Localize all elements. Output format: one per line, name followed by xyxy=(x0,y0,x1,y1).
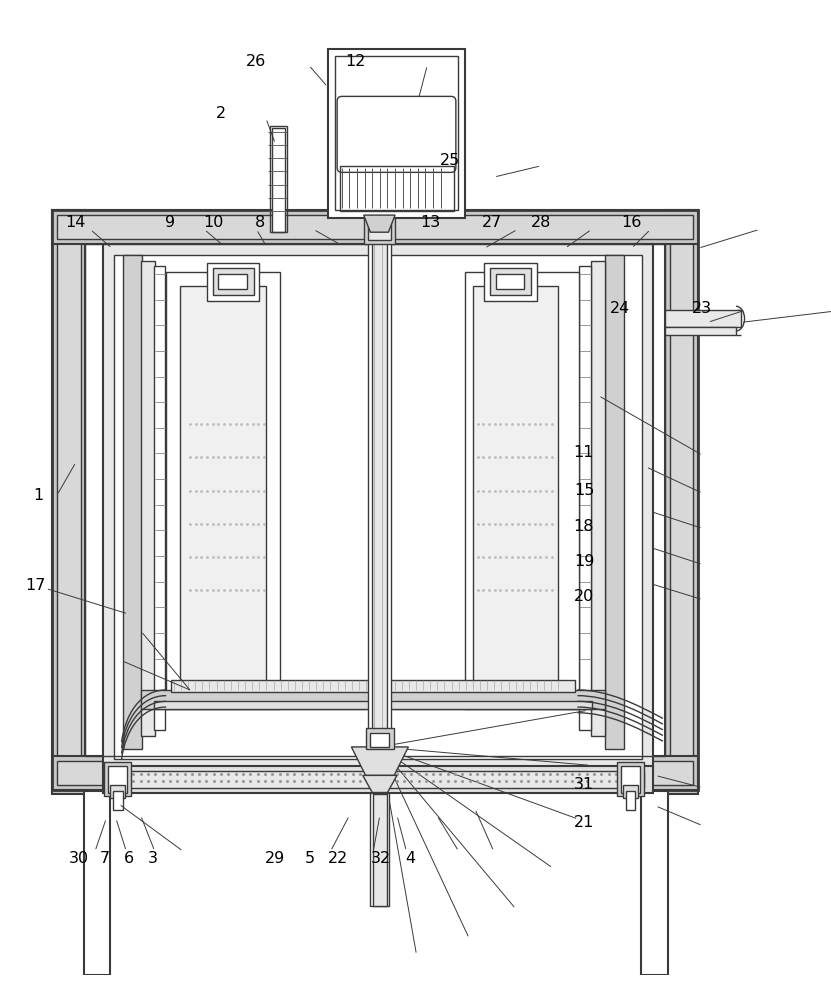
Bar xyxy=(87,793,106,975)
Bar xyxy=(665,210,698,794)
Bar xyxy=(180,286,266,695)
Bar xyxy=(626,791,636,810)
Bar xyxy=(364,215,395,244)
Bar xyxy=(645,793,664,975)
Text: 19: 19 xyxy=(574,554,594,569)
Text: 24: 24 xyxy=(609,301,630,316)
Bar xyxy=(52,756,698,790)
Bar xyxy=(114,255,642,759)
Text: 13: 13 xyxy=(420,215,440,230)
Text: 2: 2 xyxy=(216,106,226,121)
Text: 26: 26 xyxy=(246,54,267,69)
Bar xyxy=(367,219,391,240)
Text: 32: 32 xyxy=(371,851,391,866)
Polygon shape xyxy=(363,775,397,793)
Text: 10: 10 xyxy=(203,215,224,230)
Bar xyxy=(465,272,579,709)
Bar xyxy=(140,261,155,736)
Bar xyxy=(57,215,693,239)
Text: 30: 30 xyxy=(69,851,89,866)
Bar xyxy=(367,232,391,774)
Bar xyxy=(207,263,259,301)
Text: 3: 3 xyxy=(147,851,157,866)
Bar xyxy=(484,263,537,301)
Text: 29: 29 xyxy=(264,851,285,866)
Text: 12: 12 xyxy=(345,54,366,69)
Text: 5: 5 xyxy=(305,851,315,866)
Bar xyxy=(86,244,665,756)
Text: 6: 6 xyxy=(124,851,134,866)
Text: 15: 15 xyxy=(574,483,594,498)
Bar xyxy=(473,286,558,695)
Text: 4: 4 xyxy=(406,851,416,866)
Text: 1: 1 xyxy=(32,488,43,503)
Text: 9: 9 xyxy=(165,215,175,230)
Text: 31: 31 xyxy=(574,777,594,792)
Bar xyxy=(113,791,122,810)
Bar xyxy=(213,268,253,295)
Bar xyxy=(621,766,640,793)
Text: 23: 23 xyxy=(692,301,712,316)
Bar xyxy=(327,49,465,218)
Bar xyxy=(86,244,665,756)
Bar xyxy=(270,126,287,232)
Bar xyxy=(52,210,698,244)
Text: 17: 17 xyxy=(25,578,46,593)
Bar xyxy=(496,274,524,289)
Bar xyxy=(154,266,165,730)
FancyBboxPatch shape xyxy=(337,96,456,172)
Bar xyxy=(154,701,592,709)
Bar xyxy=(102,244,653,771)
Bar xyxy=(605,255,624,749)
Bar xyxy=(219,274,247,289)
Text: 8: 8 xyxy=(255,215,266,230)
Text: 14: 14 xyxy=(65,215,85,230)
Bar xyxy=(490,268,531,295)
Text: 28: 28 xyxy=(530,215,551,230)
Bar xyxy=(111,785,125,798)
Polygon shape xyxy=(352,747,408,775)
Bar xyxy=(102,766,653,793)
Bar xyxy=(108,766,127,793)
Bar xyxy=(52,210,86,794)
Bar xyxy=(617,762,644,796)
Bar xyxy=(57,761,693,785)
Text: 25: 25 xyxy=(440,153,460,168)
Bar xyxy=(591,261,605,736)
Bar xyxy=(57,215,81,790)
Text: 18: 18 xyxy=(573,519,594,534)
Bar xyxy=(366,728,394,749)
Bar xyxy=(84,791,111,975)
Bar xyxy=(579,266,591,730)
Bar xyxy=(371,793,390,906)
Bar xyxy=(166,272,280,709)
Bar xyxy=(105,762,131,796)
Bar xyxy=(371,733,390,747)
Bar xyxy=(52,210,698,790)
Text: 20: 20 xyxy=(574,589,594,604)
Bar xyxy=(372,234,386,774)
Bar xyxy=(665,327,736,335)
Text: 21: 21 xyxy=(574,815,594,830)
Bar xyxy=(623,785,638,798)
Bar xyxy=(140,690,605,709)
Text: 16: 16 xyxy=(621,215,642,230)
Bar xyxy=(272,128,285,232)
Text: 27: 27 xyxy=(481,215,502,230)
Bar xyxy=(335,56,458,210)
Bar xyxy=(124,255,142,749)
Bar xyxy=(641,791,667,975)
Polygon shape xyxy=(364,215,395,232)
Text: 11: 11 xyxy=(573,445,594,460)
Bar xyxy=(665,310,740,327)
Bar xyxy=(112,771,644,788)
Bar xyxy=(340,166,454,211)
Bar xyxy=(670,215,693,790)
Text: 7: 7 xyxy=(100,851,110,866)
Text: 22: 22 xyxy=(327,851,348,866)
Bar xyxy=(373,794,386,906)
Bar xyxy=(171,680,574,692)
